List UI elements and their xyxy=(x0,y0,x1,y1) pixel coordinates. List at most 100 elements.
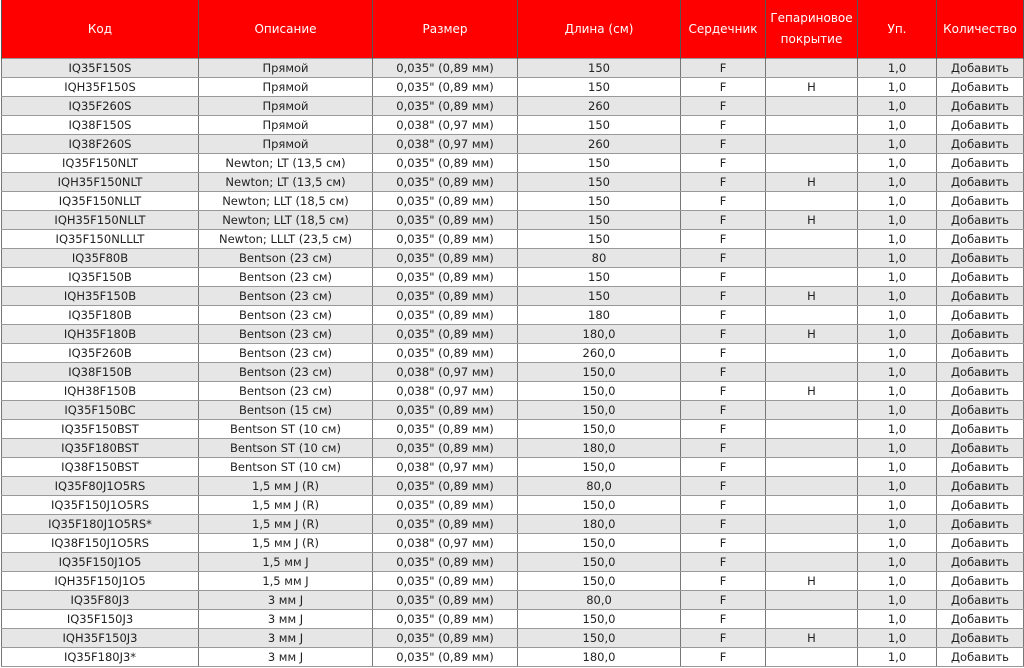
cell-core: F xyxy=(680,362,766,382)
cell-size: 0,038" (0,97 мм) xyxy=(372,115,518,135)
add-button[interactable]: Добавить xyxy=(936,210,1024,230)
cell-package: 1,0 xyxy=(857,400,937,420)
table-row: IQ38F150BST Bentson ST (10 см) 0,038" (0,9… xyxy=(1,457,1024,477)
cell-package: 1,0 xyxy=(857,419,937,439)
add-button[interactable]: Добавить xyxy=(936,191,1024,211)
cell-package: 1,0 xyxy=(857,590,937,610)
cell-size: 0,035" (0,89 мм) xyxy=(372,58,518,78)
add-button[interactable]: Добавить xyxy=(936,419,1024,439)
cell-heparin: H xyxy=(765,381,858,401)
add-button[interactable]: Добавить xyxy=(936,571,1024,591)
cell-package: 1,0 xyxy=(857,609,937,629)
cell-package: 1,0 xyxy=(857,134,937,154)
cell-heparin xyxy=(765,609,858,629)
add-button[interactable]: Добавить xyxy=(936,647,1024,667)
add-button[interactable]: Добавить xyxy=(936,533,1024,553)
cell-code: IQ38F260S xyxy=(1,134,199,154)
cell-code: IQ35F150BST xyxy=(1,419,199,439)
table-row: IQ35F80J1O5RS 1,5 мм J (R) 0,035" (0,89 мм… xyxy=(1,476,1024,496)
cell-size: 0,035" (0,89 мм) xyxy=(372,343,518,363)
cell-size: 0,035" (0,89 мм) xyxy=(372,590,518,610)
cell-size: 0,035" (0,89 мм) xyxy=(372,647,518,667)
cell-description: Bentson (23 см) xyxy=(198,305,373,325)
add-button[interactable]: Добавить xyxy=(936,248,1024,268)
add-button[interactable]: Добавить xyxy=(936,96,1024,116)
table-row: IQ38F150S Прямой 0,038" (0,97 мм) 150 F 1,0 До… xyxy=(1,115,1024,135)
cell-package: 1,0 xyxy=(857,96,937,116)
table-row: IQH35F150NLLT Newton; LLT (18,5 см) 0,035"… xyxy=(1,210,1024,230)
cell-description: Прямой xyxy=(198,134,373,154)
cell-code: IQ35F180J1O5RS* xyxy=(1,514,199,534)
add-button[interactable]: Добавить xyxy=(936,229,1024,249)
cell-heparin xyxy=(765,267,858,287)
cell-length: 180,0 xyxy=(517,324,681,344)
cell-core: F xyxy=(680,571,766,591)
cell-core: F xyxy=(680,58,766,78)
cell-code: IQH35F150B xyxy=(1,286,199,306)
cell-description: 3 мм J xyxy=(198,609,373,629)
header-package: Уп. xyxy=(857,0,937,59)
add-button[interactable]: Добавить xyxy=(936,476,1024,496)
cell-core: F xyxy=(680,324,766,344)
cell-length: 260 xyxy=(517,96,681,116)
cell-heparin xyxy=(765,229,858,249)
cell-description: 3 мм J xyxy=(198,628,373,648)
cell-core: F xyxy=(680,495,766,515)
cell-core: F xyxy=(680,457,766,477)
header-description: Описание xyxy=(198,0,373,59)
add-button[interactable]: Добавить xyxy=(936,77,1024,97)
cell-size: 0,035" (0,89 мм) xyxy=(372,305,518,325)
add-button[interactable]: Добавить xyxy=(936,134,1024,154)
cell-description: Bentson (23 см) xyxy=(198,362,373,382)
add-button[interactable]: Добавить xyxy=(936,400,1024,420)
cell-size: 0,038" (0,97 мм) xyxy=(372,381,518,401)
add-button[interactable]: Добавить xyxy=(936,628,1024,648)
cell-length: 180,0 xyxy=(517,438,681,458)
cell-code: IQH35F150NLT xyxy=(1,172,199,192)
cell-description: Bentson (23 см) xyxy=(198,267,373,287)
cell-core: F xyxy=(680,77,766,97)
add-button[interactable]: Добавить xyxy=(936,305,1024,325)
add-button[interactable]: Добавить xyxy=(936,590,1024,610)
cell-package: 1,0 xyxy=(857,267,937,287)
add-button[interactable]: Добавить xyxy=(936,286,1024,306)
add-button[interactable]: Добавить xyxy=(936,381,1024,401)
cell-core: F xyxy=(680,400,766,420)
cell-description: Newton; LLT (18,5 см) xyxy=(198,191,373,211)
table-row: IQH35F180B Bentson (23 см) 0,035" (0,89 мм… xyxy=(1,324,1024,344)
cell-size: 0,035" (0,89 мм) xyxy=(372,172,518,192)
cell-code: IQH35F150S xyxy=(1,77,199,97)
cell-description: 3 мм J xyxy=(198,590,373,610)
add-button[interactable]: Добавить xyxy=(936,343,1024,363)
add-button[interactable]: Добавить xyxy=(936,58,1024,78)
cell-core: F xyxy=(680,381,766,401)
add-button[interactable]: Добавить xyxy=(936,495,1024,515)
add-button[interactable]: Добавить xyxy=(936,362,1024,382)
add-button[interactable]: Добавить xyxy=(936,324,1024,344)
header-core: Сердечник xyxy=(680,0,766,59)
cell-package: 1,0 xyxy=(857,305,937,325)
cell-size: 0,038" (0,97 мм) xyxy=(372,362,518,382)
cell-package: 1,0 xyxy=(857,438,937,458)
add-button[interactable]: Добавить xyxy=(936,552,1024,572)
add-button[interactable]: Добавить xyxy=(936,172,1024,192)
cell-length: 150 xyxy=(517,210,681,230)
add-button[interactable]: Добавить xyxy=(936,514,1024,534)
cell-length: 260 xyxy=(517,134,681,154)
cell-description: Newton; LT (13,5 см) xyxy=(198,153,373,173)
add-button[interactable]: Добавить xyxy=(936,153,1024,173)
add-button[interactable]: Добавить xyxy=(936,457,1024,477)
cell-core: F xyxy=(680,343,766,363)
cell-size: 0,035" (0,89 мм) xyxy=(372,191,518,211)
add-button[interactable]: Добавить xyxy=(936,438,1024,458)
cell-code: IQ38F150S xyxy=(1,115,199,135)
cell-package: 1,0 xyxy=(857,248,937,268)
cell-core: F xyxy=(680,115,766,135)
cell-code: IQ35F150BC xyxy=(1,400,199,420)
add-button[interactable]: Добавить xyxy=(936,609,1024,629)
header-row: Код Описание Размер Длина (см) Сердечник… xyxy=(1,0,1024,59)
add-button[interactable]: Добавить xyxy=(936,115,1024,135)
cell-size: 0,035" (0,89 мм) xyxy=(372,628,518,648)
add-button[interactable]: Добавить xyxy=(936,267,1024,287)
